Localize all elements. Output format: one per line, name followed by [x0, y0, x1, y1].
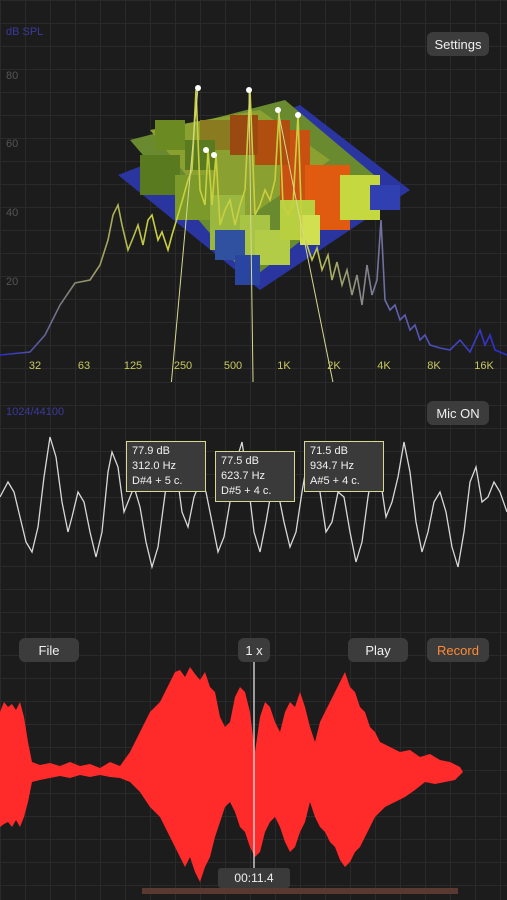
x-tick-32: 32 [28, 360, 42, 372]
recorded-waveform [0, 662, 463, 882]
settings-button[interactable]: Settings [427, 32, 489, 56]
x-tick-500: 500 [223, 360, 243, 372]
peak-6-dot [211, 152, 217, 158]
y-tick-40: 40 [6, 207, 19, 219]
y-tick-60: 60 [6, 138, 19, 150]
x-tick-63: 63 [77, 360, 91, 372]
peak-4-dot [295, 112, 301, 118]
mic-toggle-button[interactable]: Mic ON [427, 401, 489, 425]
speed-button[interactable]: 1 x [238, 638, 270, 662]
oscilloscope-panel[interactable]: 1024/44100 Mic ON 77.9 dB 312.0 Hz D#4 +… [0, 382, 507, 632]
x-tick-8k: 8K [427, 360, 441, 372]
peak-5-dot [203, 147, 209, 153]
x-tick-250: 250 [173, 360, 193, 372]
peak-3-note: A#5 + 4 c. [310, 475, 360, 487]
x-tick-2k: 2K [327, 360, 341, 372]
peak-1-hz: 312.0 Hz [132, 460, 177, 472]
oscilloscope-waveform [0, 436, 507, 570]
peak-2-leader [248, 89, 254, 382]
peak-3-hz: 934.7 Hz [310, 460, 355, 472]
peak-3-readout: 71.5 dB 934.7 Hz A#5 + 4 c. [304, 441, 384, 492]
recorder-panel[interactable]: File 1 x Play Record [0, 632, 507, 900]
x-tick-4k: 4K [377, 360, 391, 372]
peak-2-hz: 623.7 Hz [221, 470, 266, 482]
record-button[interactable]: Record [427, 638, 489, 662]
peak-1-readout: 77.9 dB 312.0 Hz D#4 + 5 c. [126, 441, 206, 492]
peak-3-leader [277, 109, 334, 382]
peak-1-dot [195, 85, 201, 91]
peak-2-dot [246, 87, 252, 93]
peak-2-note: D#5 + 4 c. [221, 485, 272, 497]
file-button[interactable]: File [19, 638, 79, 662]
peak-1-db: 77.9 dB [132, 445, 170, 457]
x-tick-1k: 1K [277, 360, 291, 372]
x-tick-16k: 16K [474, 360, 494, 372]
sample-rate-label: 1024/44100 [6, 406, 65, 418]
spectrum-unit-label: dB SPL [6, 26, 44, 38]
spectrum-panel[interactable]: dB SPL 80 60 40 20 [0, 0, 507, 382]
play-button[interactable]: Play [348, 638, 408, 662]
y-tick-20: 20 [6, 276, 19, 288]
peak-2-db: 77.5 dB [221, 455, 259, 467]
timeline-scrubber[interactable] [142, 888, 458, 894]
playback-time: 00:11.4 [218, 868, 290, 888]
peak-1-note: D#4 + 5 c. [132, 475, 183, 487]
peak-3-dot [275, 107, 281, 113]
peak-2-readout: 77.5 dB 623.7 Hz D#5 + 4 c. [215, 451, 295, 502]
spectrum-line [0, 89, 507, 356]
y-tick-80: 80 [6, 70, 19, 82]
x-tick-125: 125 [123, 360, 143, 372]
peak-1-leader [170, 87, 199, 382]
spectrum-graph [0, 85, 507, 382]
peak-3-db: 71.5 dB [310, 445, 348, 457]
